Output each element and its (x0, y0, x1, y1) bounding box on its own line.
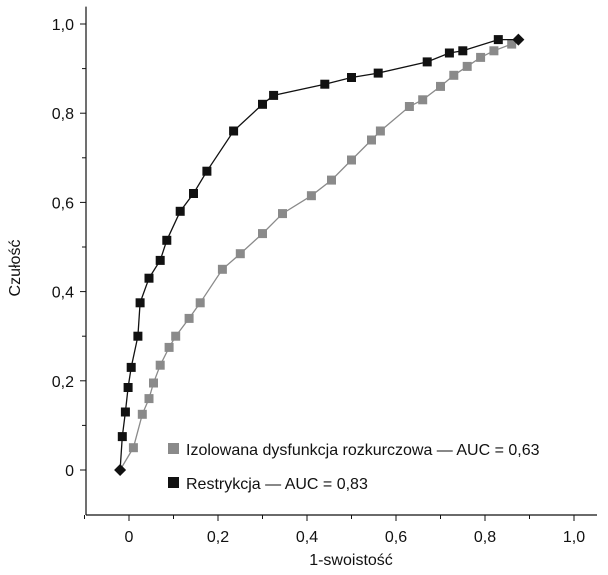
series-line-0 (119, 39, 519, 471)
series-layer (114, 33, 525, 476)
series-0-point (347, 155, 356, 165)
legend-swatch-diastolic (168, 443, 179, 454)
x-tick-label: 0 (125, 529, 134, 546)
series-1-point (126, 362, 136, 372)
series-1-point (320, 79, 330, 89)
y-axis-title: Czułość (7, 240, 24, 297)
series-line-1 (119, 38, 519, 471)
series-0-point (258, 229, 267, 239)
series-0-point (184, 313, 194, 323)
series-0-point (418, 95, 428, 105)
series-1-point (422, 57, 432, 67)
series-1-point (269, 90, 279, 100)
series-0-point (507, 39, 517, 49)
legend: Izolowana dysfunkcja rozkurczowa — AUC =… (168, 442, 540, 493)
series-0-point (462, 61, 472, 71)
series-0-point (171, 331, 181, 341)
series-1-point (123, 383, 133, 392)
y-tick-label: 0,8 (52, 106, 74, 123)
series-0-point (327, 175, 336, 185)
series-0-point (375, 126, 385, 136)
y-tick-label: 0,4 (52, 285, 74, 302)
series-0-point (278, 209, 287, 219)
x-tick-label: 0,6 (385, 529, 407, 546)
series-1-point (117, 432, 127, 442)
series-0-point (128, 443, 138, 453)
x-tick-label: 0,8 (474, 529, 496, 546)
series-1-point (144, 273, 154, 283)
series-1-point (373, 68, 383, 78)
series-1-point (189, 189, 198, 198)
series-0-point (217, 264, 227, 274)
series-1-point (229, 126, 239, 136)
series-1-point (120, 407, 130, 417)
x-tick-label: 0,4 (296, 529, 318, 546)
series-0-point (144, 394, 154, 404)
x-axis-title: 1-swoistość (309, 552, 393, 569)
legend-label-restriction: Restrykcja — AUC = 0,83 (186, 476, 368, 493)
series-1-point (133, 331, 143, 341)
series-1-point (458, 46, 468, 56)
series-1-point (155, 255, 165, 265)
y-tick-label: 0,2 (52, 374, 74, 391)
series-0-point (195, 298, 205, 308)
series-0-point (489, 46, 499, 56)
series-1-point (493, 35, 503, 45)
y-tick-label: 0 (65, 463, 74, 480)
series-1-point (135, 298, 145, 308)
series-0-point (367, 135, 376, 145)
y-tick-label: 1,0 (52, 17, 74, 34)
series-0-point (137, 409, 147, 419)
series-0-point (404, 102, 414, 111)
legend-swatch-restriction (168, 477, 179, 488)
series-0-point (149, 378, 158, 388)
series-0-point (449, 70, 459, 80)
series-1-point (202, 166, 212, 176)
series-1-point (258, 99, 267, 109)
y-tick-label: 0,6 (52, 195, 74, 212)
series-1-point (444, 48, 454, 58)
series-0-point (235, 249, 245, 259)
x-tick-label: 0,2 (207, 529, 229, 546)
series-1-point (175, 206, 185, 216)
series-0-point (164, 342, 174, 352)
legend-label-diastolic: Izolowana dysfunkcja rozkurczowa — AUC =… (186, 442, 540, 459)
series-1-point (162, 235, 172, 245)
axes: 0 0,2 0,4 0,6 0,8 1,0 0 0,2 0,4 0,6 0,8 1,0 (52, 6, 597, 546)
end-point-marker (512, 33, 525, 46)
series-0-point (306, 191, 316, 201)
series-0-point (476, 52, 486, 62)
series-0-point (436, 81, 445, 91)
x-tick-label: 1,0 (563, 529, 585, 546)
series-1-point (347, 73, 356, 82)
start-point-marker (114, 464, 127, 476)
labels: Czułość 1-swoistość (7, 240, 393, 569)
series-0-point (155, 360, 165, 370)
